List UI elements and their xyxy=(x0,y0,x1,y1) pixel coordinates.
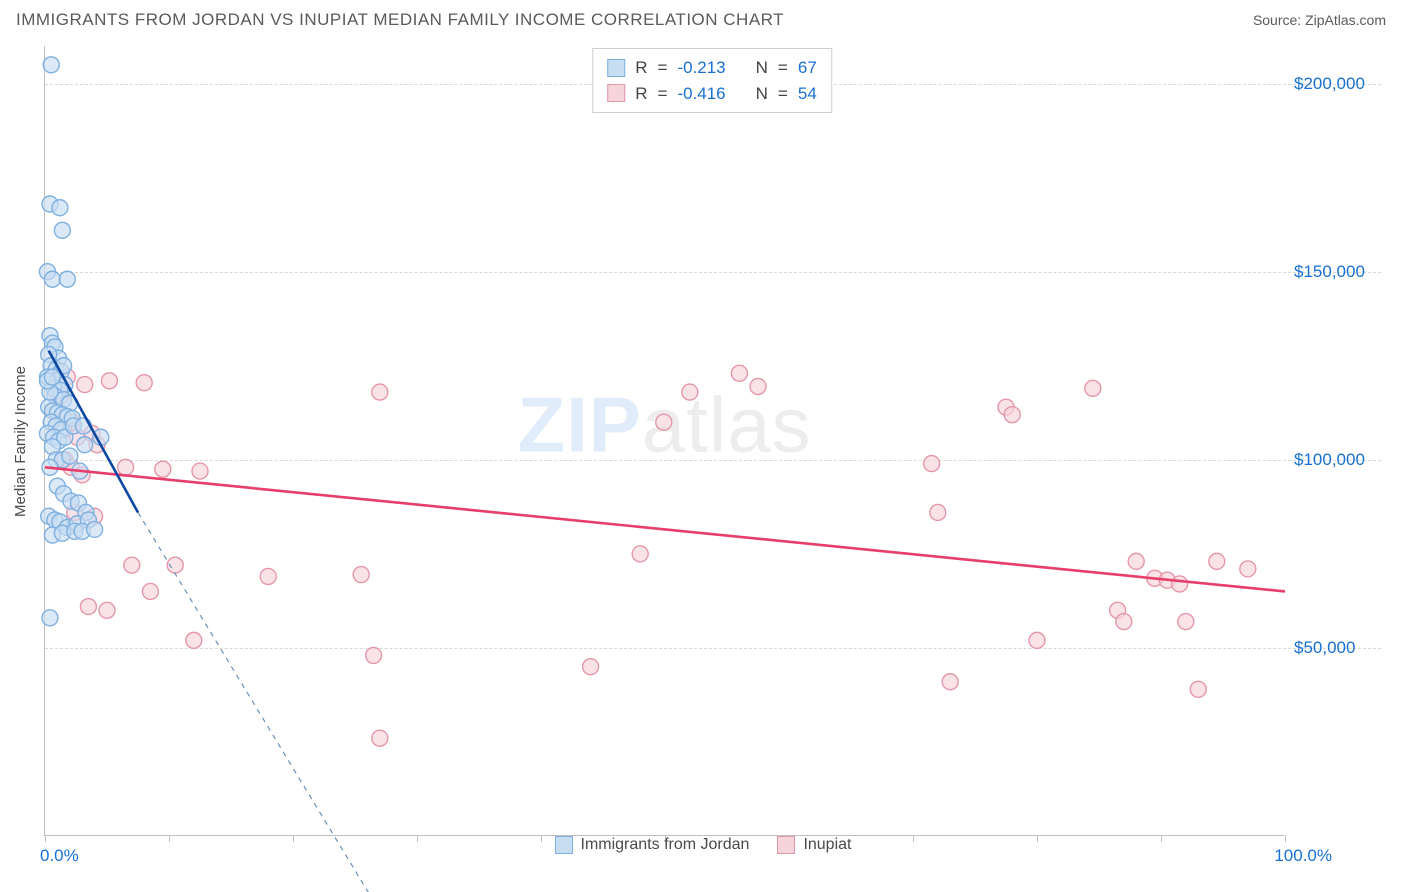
chart-container: Median Family Income ZIPatlas $50,000$10… xyxy=(44,46,1380,836)
point-inupiat xyxy=(1029,632,1045,648)
point-inupiat xyxy=(366,647,382,663)
point-inupiat xyxy=(101,373,117,389)
legend-item-jordan: Immigrants from Jordan xyxy=(555,836,750,854)
point-inupiat xyxy=(656,414,672,430)
point-inupiat xyxy=(924,456,940,472)
point-inupiat xyxy=(1085,380,1101,396)
y-tick-label: $200,000 xyxy=(1294,74,1365,94)
point-inupiat xyxy=(155,461,171,477)
point-inupiat xyxy=(930,504,946,520)
point-jordan xyxy=(77,437,93,453)
swatch-jordan-icon xyxy=(555,836,573,854)
point-inupiat xyxy=(136,375,152,391)
y-tick-label: $50,000 xyxy=(1294,638,1355,658)
point-jordan xyxy=(62,448,78,464)
swatch-inupiat-icon xyxy=(777,836,795,854)
point-jordan xyxy=(59,271,75,287)
point-inupiat xyxy=(124,557,140,573)
point-inupiat xyxy=(1004,407,1020,423)
point-inupiat xyxy=(80,599,96,615)
series-legend: Immigrants from Jordan Inupiat xyxy=(0,836,1406,854)
point-inupiat xyxy=(192,463,208,479)
point-inupiat xyxy=(1178,614,1194,630)
point-inupiat xyxy=(1172,576,1188,592)
chart-title: IMMIGRANTS FROM JORDAN VS INUPIAT MEDIAN… xyxy=(16,10,784,30)
swatch-jordan xyxy=(607,59,625,77)
legend-row-inupiat: R = -0.416 N = 54 xyxy=(607,81,817,107)
point-jordan xyxy=(52,200,68,216)
y-axis-label: Median Family Income xyxy=(12,366,29,517)
point-jordan xyxy=(87,521,103,537)
point-inupiat xyxy=(1190,681,1206,697)
trendline-inupiat xyxy=(45,467,1285,591)
point-inupiat xyxy=(1128,553,1144,569)
point-inupiat xyxy=(682,384,698,400)
point-inupiat xyxy=(353,567,369,583)
point-inupiat xyxy=(118,459,134,475)
point-inupiat xyxy=(632,546,648,562)
swatch-inupiat xyxy=(607,84,625,102)
point-inupiat xyxy=(1209,553,1225,569)
point-jordan xyxy=(54,222,70,238)
point-inupiat xyxy=(372,384,388,400)
source-attribution: Source: ZipAtlas.com xyxy=(1253,12,1386,28)
point-inupiat xyxy=(186,632,202,648)
legend-item-inupiat: Inupiat xyxy=(777,836,851,854)
correlation-legend: R = -0.213 N = 67 R = -0.416 N = 54 xyxy=(592,48,832,113)
point-inupiat xyxy=(1116,614,1132,630)
point-inupiat xyxy=(583,659,599,675)
point-inupiat xyxy=(1240,561,1256,577)
point-inupiat xyxy=(731,365,747,381)
point-inupiat xyxy=(750,378,766,394)
y-tick-label: $100,000 xyxy=(1294,450,1365,470)
point-inupiat xyxy=(77,377,93,393)
scatter-svg xyxy=(45,46,1285,836)
point-inupiat xyxy=(99,602,115,618)
point-jordan xyxy=(44,271,60,287)
point-jordan xyxy=(42,610,58,626)
point-inupiat xyxy=(142,583,158,599)
legend-row-jordan: R = -0.213 N = 67 xyxy=(607,55,817,81)
point-inupiat xyxy=(260,568,276,584)
point-jordan xyxy=(43,57,59,73)
plot-area: ZIPatlas xyxy=(44,46,1284,836)
y-tick-label: $150,000 xyxy=(1294,262,1365,282)
point-inupiat xyxy=(372,730,388,746)
point-inupiat xyxy=(942,674,958,690)
